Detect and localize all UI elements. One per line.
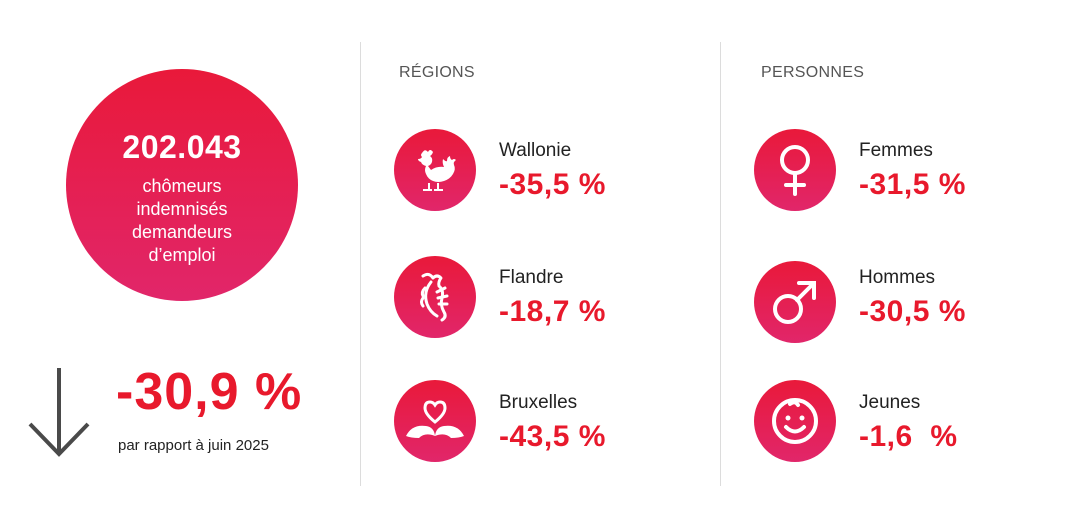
down-arrow-icon <box>28 368 90 457</box>
person-icon-jeunes <box>754 380 836 462</box>
persons-title: PERSONNES <box>761 64 865 81</box>
region-label-bruxelles: Bruxelles <box>499 392 578 413</box>
male-symbol-icon <box>773 281 816 324</box>
region-icon-bruxelles <box>394 380 476 462</box>
person-label-hommes: Hommes <box>859 267 936 288</box>
rooster-icon <box>418 150 456 191</box>
regions-title: RÉGIONS <box>399 64 475 81</box>
person-value-hommes: -30,5 % <box>859 295 966 328</box>
person-label-jeunes: Jeunes <box>859 392 921 413</box>
total-change: -30,9 % <box>116 363 303 421</box>
person-value-jeunes: -1,6 % <box>859 420 958 453</box>
total-circle: 202.043 chômeurs indemnisés demandeurs d… <box>66 69 298 301</box>
total-caption: chômeurs indemnisés demandeurs d’emploi <box>131 176 233 265</box>
person-value-femmes: -31,5 % <box>859 168 966 201</box>
total-number: 202.043 <box>122 129 242 165</box>
lion-icon <box>420 272 449 322</box>
divider-right <box>720 42 721 486</box>
region-value-bruxelles: -43,5 % <box>499 420 606 453</box>
region-value-wallonie: -35,5 % <box>499 168 606 201</box>
iris-heart-icon <box>406 400 464 438</box>
comparison-caption: par rapport à juin 2025 <box>118 437 269 454</box>
person-label-femmes: Femmes <box>859 140 933 161</box>
divider-left <box>360 42 361 486</box>
region-icon-flandre <box>394 256 476 338</box>
region-icon-wallonie <box>394 129 476 211</box>
person-icon-femmes <box>754 129 836 211</box>
person-icon-hommes <box>754 261 836 343</box>
region-label-wallonie: Wallonie <box>499 140 572 161</box>
region-value-flandre: -18,7 % <box>499 295 606 328</box>
baby-face-icon <box>772 398 818 444</box>
region-label-flandre: Flandre <box>499 267 564 288</box>
female-symbol-icon <box>780 145 810 196</box>
